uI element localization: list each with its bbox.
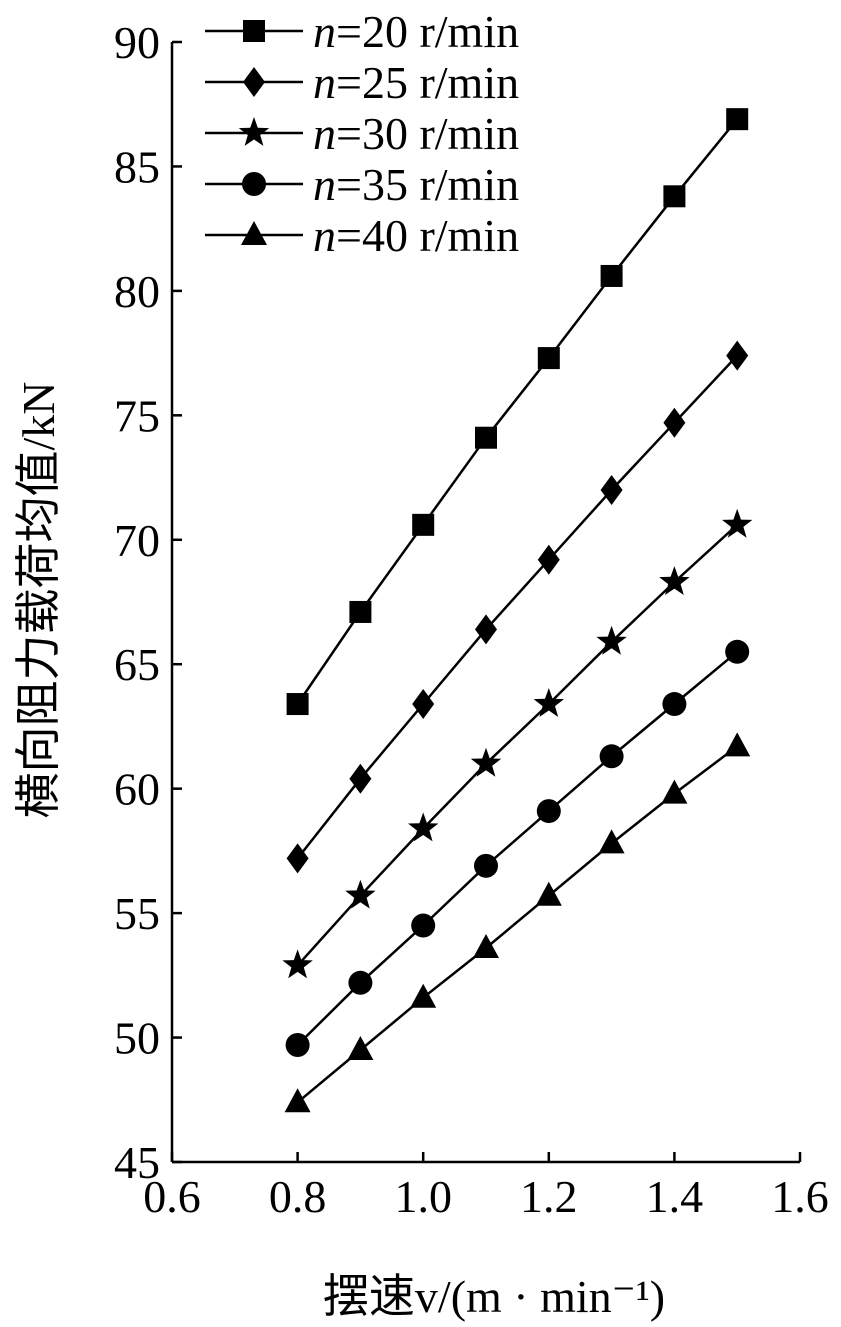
y-tick-label: 45 xyxy=(114,1137,160,1188)
data-point-square xyxy=(726,108,749,131)
legend-item: n=20 r/min xyxy=(205,6,519,57)
data-point-star xyxy=(345,879,376,909)
data-point-triangle xyxy=(347,1036,374,1060)
data-point-circle xyxy=(411,913,436,938)
data-point-circle xyxy=(725,639,750,664)
data-point-triangle xyxy=(410,983,437,1008)
legend-marker-star xyxy=(238,117,270,146)
data-point-diamond xyxy=(537,544,560,575)
legend-item: n=35 r/min xyxy=(205,159,519,210)
data-point-square xyxy=(286,693,309,716)
data-point-triangle xyxy=(598,829,625,854)
legend-label: n=20 r/min xyxy=(313,6,519,57)
data-point-star xyxy=(282,949,313,979)
data-point-star xyxy=(722,508,753,538)
x-axis-label: 摆速v/(m · min⁻¹) xyxy=(323,1271,665,1322)
y-tick-label: 80 xyxy=(114,266,160,317)
data-point-star xyxy=(659,566,690,595)
data-point-square xyxy=(349,600,372,623)
data-point-circle xyxy=(285,1033,310,1058)
y-tick-label: 60 xyxy=(114,764,160,815)
legend-marker-circle xyxy=(242,172,266,196)
legend-label: n=35 r/min xyxy=(313,159,519,210)
series-group xyxy=(282,108,753,1113)
data-point-diamond xyxy=(600,475,623,505)
ticks: 45 50 55 60 65 70 75 80 85 90 0.6 0.8 1.0 1.2 1.4 1.6 xyxy=(114,17,829,1222)
x-tick-label: 0.8 xyxy=(269,1171,327,1222)
series-line xyxy=(296,354,739,860)
legend-label-variable: n xyxy=(313,57,336,108)
x-tick-label: 0.6 xyxy=(143,1171,201,1222)
series-circle xyxy=(285,639,750,1058)
data-point-triangle xyxy=(724,732,751,757)
series-triangle xyxy=(284,732,751,1113)
y-tick-label: 50 xyxy=(114,1013,160,1064)
data-point-triangle xyxy=(661,779,688,804)
legend-marker-diamond xyxy=(243,67,265,97)
data-point-diamond xyxy=(663,407,686,438)
data-point-circle xyxy=(348,970,373,995)
x-tick-label: 1.6 xyxy=(771,1171,829,1222)
y-axis-label: 横向阻力载荷均值/kN xyxy=(13,382,64,819)
data-point-star xyxy=(533,688,564,717)
y-tick-label: 65 xyxy=(114,639,160,690)
y-tick-label: 55 xyxy=(114,888,160,939)
data-point-square xyxy=(663,185,686,208)
data-point-circle xyxy=(599,744,624,769)
legend-label: n=25 r/min xyxy=(313,57,519,108)
series-line xyxy=(296,118,739,705)
legend-label: n=40 r/min xyxy=(313,210,519,261)
data-point-star xyxy=(408,812,439,842)
data-point-square xyxy=(475,426,497,449)
data-point-diamond xyxy=(726,340,749,371)
legend-item: n=25 r/min xyxy=(205,57,519,108)
data-point-circle xyxy=(474,853,498,878)
legend-label-variable: n xyxy=(313,210,336,261)
legend-label-variable: n xyxy=(313,6,336,57)
data-point-circle xyxy=(536,799,561,824)
data-point-triangle xyxy=(473,933,499,958)
x-tick-label: 1.4 xyxy=(646,1171,704,1222)
legend-label: n=30 r/min xyxy=(313,108,519,159)
legend-marker-triangle xyxy=(241,221,267,245)
legend-label-variable: n xyxy=(313,108,336,159)
legend-marker-square xyxy=(243,20,265,42)
y-tick-label: 75 xyxy=(114,390,160,441)
data-point-diamond xyxy=(412,689,435,720)
data-point-diamond xyxy=(286,843,309,874)
x-tick-label: 1.2 xyxy=(520,1171,578,1222)
data-point-circle xyxy=(662,692,687,717)
legend-label-value: =35 r/min xyxy=(336,159,519,210)
data-point-star xyxy=(596,625,627,655)
data-point-triangle xyxy=(535,881,562,906)
series-star xyxy=(282,508,753,979)
x-tick-label: 1.0 xyxy=(394,1171,452,1222)
axes xyxy=(170,42,800,1164)
legend-label-value: =25 r/min xyxy=(336,57,519,108)
data-point-diamond xyxy=(349,763,372,794)
series-diamond xyxy=(286,340,749,874)
data-point-square xyxy=(537,347,560,370)
legend-item: n=40 r/min xyxy=(205,210,519,261)
data-point-diamond xyxy=(475,614,497,645)
series-line xyxy=(296,650,738,1046)
legend-item: n=30 r/min xyxy=(205,108,519,159)
series-square xyxy=(286,108,749,716)
data-point-square xyxy=(412,513,435,536)
series-line xyxy=(296,523,739,967)
data-point-square xyxy=(600,264,623,287)
y-tick-label: 70 xyxy=(114,515,160,566)
legend-label-variable: n xyxy=(313,159,336,210)
y-tick-label: 90 xyxy=(114,17,160,68)
legend-label-value: =30 r/min xyxy=(336,108,519,159)
data-point-triangle xyxy=(284,1088,311,1113)
legend-label-value: =40 r/min xyxy=(336,210,519,261)
y-tick-label: 85 xyxy=(114,141,160,192)
legend-label-value: =20 r/min xyxy=(336,6,519,57)
data-point-star xyxy=(470,747,502,777)
